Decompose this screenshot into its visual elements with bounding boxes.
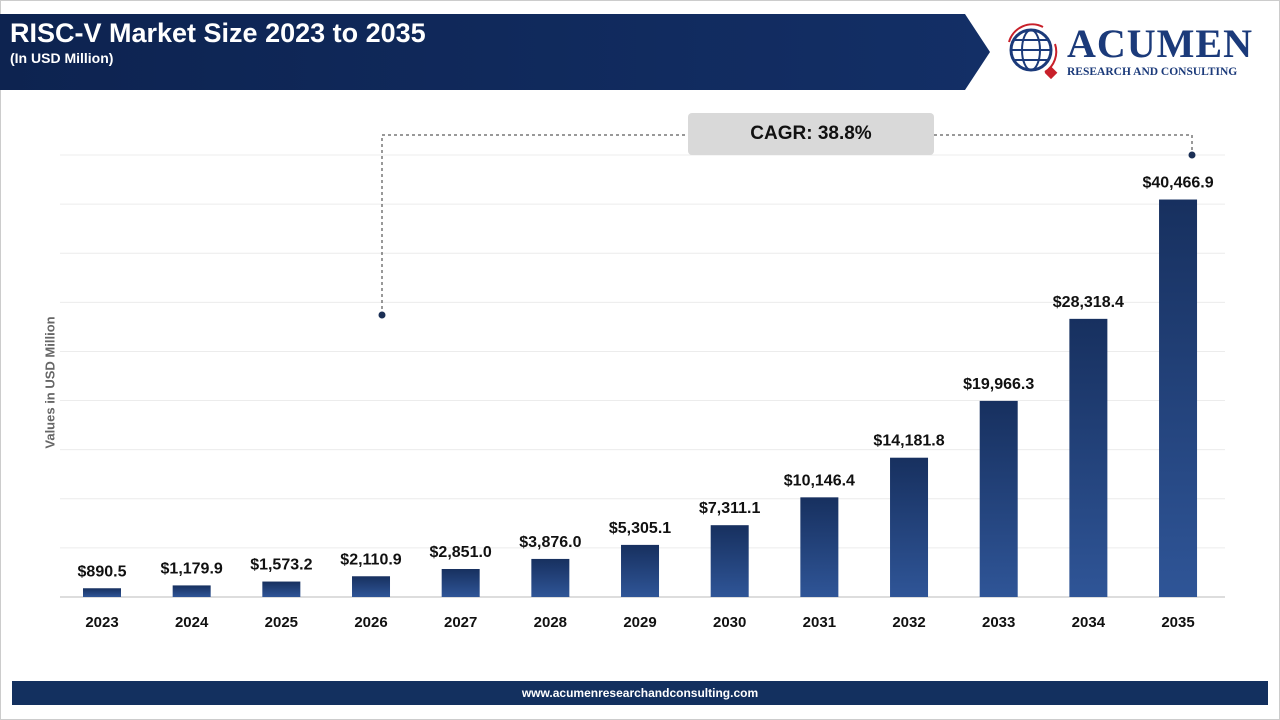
value-label: $7,311.1 [699,500,761,517]
value-label: $3,876.0 [519,534,581,551]
chart-subtitle: (In USD Million) [10,50,114,66]
value-label: $1,179.9 [161,560,223,577]
bar-2033 [979,400,1018,597]
x-tick-label: 2028 [534,614,567,631]
bar-2034 [1069,318,1108,597]
x-tick-label: 2024 [175,614,209,631]
globe-icon [1008,23,1058,80]
bar-2024 [172,585,211,597]
bar-2029 [621,544,660,597]
title-banner [0,14,990,90]
acumen-logo: ACUMEN RESEARCH AND CONSULTING [1003,21,1263,82]
bar-2032 [890,457,929,597]
value-label: $1,573.2 [250,557,312,574]
x-tick-label: 2035 [1161,614,1194,631]
value-label: $890.5 [78,563,127,580]
bar-2031 [800,497,839,597]
x-tick-label: 2027 [444,614,477,631]
value-label: $5,305.1 [609,520,671,537]
value-label: $28,318.4 [1053,294,1124,311]
bar-2030 [710,525,749,597]
bar-2028 [531,558,570,597]
bar-2023 [83,588,121,597]
value-label: $40,466.9 [1142,175,1213,192]
x-tick-label: 2033 [982,614,1015,631]
value-label: $10,146.4 [784,472,855,489]
logo-name: ACUMEN [1067,21,1253,66]
value-label: $2,110.9 [340,551,402,568]
cagr-badge: CAGR: 38.8% [688,113,934,155]
cagr-bracket [378,134,1196,319]
x-tick-label: 2034 [1072,614,1106,631]
bar-2035 [1159,199,1198,597]
value-label: $2,851.0 [430,544,492,561]
chart-title: RISC-V Market Size 2023 to 2035 [10,18,426,48]
x-tick-label: 2031 [803,614,836,631]
x-tick-label: 2030 [713,614,746,631]
bar-2025 [262,581,301,597]
x-tick-label: 2023 [85,614,118,631]
x-tick-label: 2029 [623,614,656,631]
bar-2027 [441,568,480,597]
footer-url[interactable]: www.acumenresearchandconsulting.com [12,681,1268,705]
value-label: $14,181.8 [873,433,944,450]
bar-2026 [352,576,391,597]
x-tick-label: 2025 [265,614,298,631]
x-tick-label: 2032 [892,614,925,631]
logo-tagline: RESEARCH AND CONSULTING [1067,66,1238,78]
value-label: $19,966.3 [963,376,1034,393]
x-tick-label: 2026 [354,614,387,631]
